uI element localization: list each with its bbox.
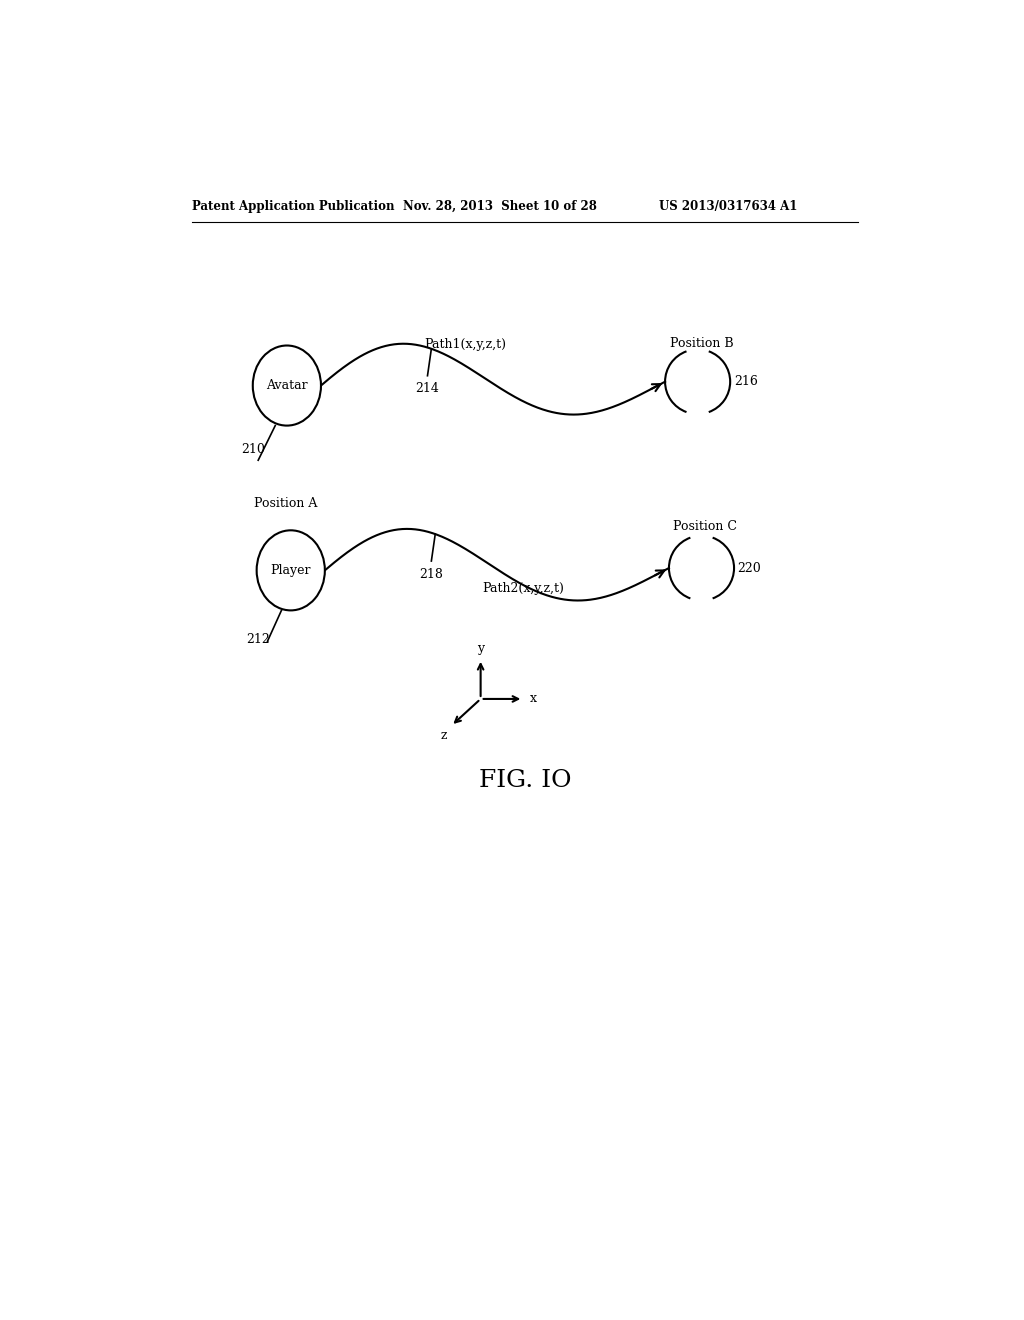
Text: x: x xyxy=(529,693,537,705)
Text: 218: 218 xyxy=(420,568,443,581)
Text: Path2(x,y,z,t): Path2(x,y,z,t) xyxy=(482,582,564,594)
Text: Avatar: Avatar xyxy=(266,379,307,392)
Text: FIG. IO: FIG. IO xyxy=(478,770,571,792)
Text: Nov. 28, 2013  Sheet 10 of 28: Nov. 28, 2013 Sheet 10 of 28 xyxy=(403,199,597,213)
Text: y: y xyxy=(477,642,484,655)
Text: Position C: Position C xyxy=(674,520,737,533)
Text: 210: 210 xyxy=(242,444,265,455)
Text: Position A: Position A xyxy=(254,496,316,510)
Text: z: z xyxy=(440,729,446,742)
Text: 216: 216 xyxy=(734,375,758,388)
Text: Player: Player xyxy=(270,564,311,577)
Text: US 2013/0317634 A1: US 2013/0317634 A1 xyxy=(658,199,798,213)
Ellipse shape xyxy=(257,531,325,610)
Text: 214: 214 xyxy=(416,383,439,395)
Text: Path1(x,y,z,t): Path1(x,y,z,t) xyxy=(424,338,506,351)
Ellipse shape xyxy=(253,346,321,425)
Text: 212: 212 xyxy=(247,634,270,647)
Text: Position B: Position B xyxy=(670,337,733,350)
Text: Patent Application Publication: Patent Application Publication xyxy=(191,199,394,213)
Text: 220: 220 xyxy=(737,561,762,574)
